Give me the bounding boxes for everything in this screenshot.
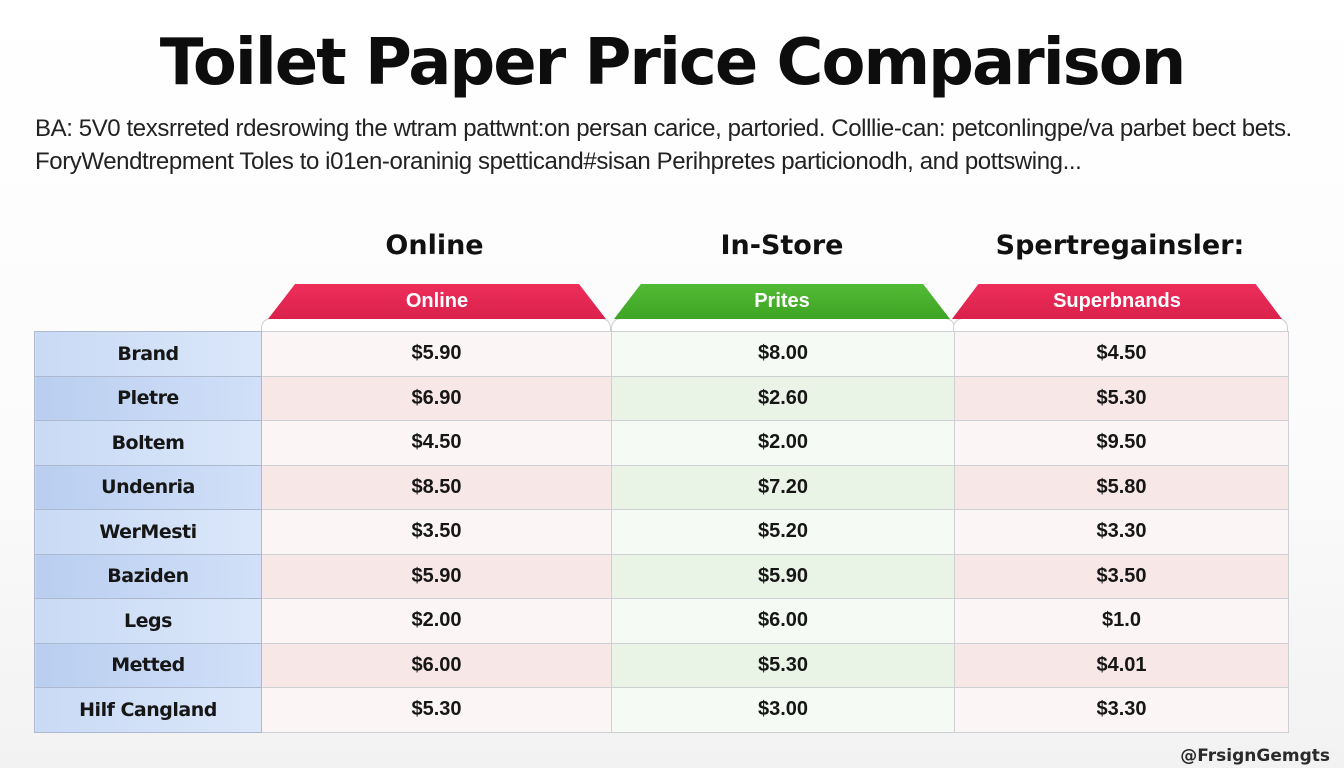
table-row: Boltem $4.50 $2.00 $9.50 [34, 420, 1289, 466]
price-cell-online: $3.50 [261, 509, 612, 555]
price-cell-online: $5.90 [261, 553, 612, 599]
price-cell-superbrands: $3.30 [954, 509, 1289, 555]
price-cell-online: $5.90 [261, 331, 612, 377]
brand-cell: Undenria [34, 464, 262, 510]
price-cell-prices: $5.90 [611, 553, 955, 599]
brand-cell: Boltem [34, 420, 262, 466]
column-tab-superbrands: Superbnands [952, 284, 1282, 319]
price-cell-online: $2.00 [261, 598, 612, 644]
price-cell-superbrands: $9.50 [954, 420, 1289, 466]
table-row: Metted $6.00 $5.30 $4.01 [34, 642, 1289, 688]
table-row: Pletre $6.90 $2.60 $5.30 [34, 375, 1289, 421]
page-title: Toilet Paper Price Comparison [159, 26, 1187, 100]
column-tab-online: Online [268, 284, 606, 319]
price-table-body: Brand $5.90 $8.00 $4.50 Pletre $6.90 $2.60 $5.3… [34, 331, 1289, 733]
price-cell-prices: $2.60 [611, 375, 955, 421]
table-row: Brand $5.90 $8.00 $4.50 [34, 331, 1289, 377]
price-cell-prices: $6.00 [611, 598, 955, 644]
price-cell-superbrands: $1.0 [954, 598, 1289, 644]
price-cell-prices: $8.00 [611, 331, 955, 377]
brand-cell: Pletre [34, 375, 262, 421]
price-cell-prices: $3.00 [611, 687, 955, 733]
price-cell-online: $6.90 [261, 375, 612, 421]
table-row: Baziden $5.90 $5.90 $3.50 [34, 553, 1289, 599]
price-cell-prices: $5.20 [611, 509, 955, 555]
price-cell-superbrands: $3.50 [954, 553, 1289, 599]
price-table: Brand $5.90 $8.00 $4.50 Pletre $6.90 $2.60 $5.3… [34, 331, 1289, 733]
brand-cell: WerMesti [34, 509, 262, 555]
brand-cell: Brand [34, 331, 262, 377]
price-cell-superbrands: $3.30 [954, 687, 1289, 733]
watermark: @FrsignGemgts [1180, 746, 1330, 766]
brand-cell: Baziden [34, 553, 262, 599]
price-cell-superbrands: $5.30 [954, 375, 1289, 421]
description-text: BA: 5V0 texsrreted rdesrowing the wtram … [35, 115, 1292, 175]
brand-cell: Metted [34, 642, 262, 688]
price-cell-superbrands: $5.80 [954, 464, 1289, 510]
brand-cell: Hilf Cangland [34, 687, 262, 733]
group-label-online: Online [385, 230, 484, 261]
price-cell-superbrands: $4.50 [954, 331, 1289, 377]
brand-cell: Legs [34, 598, 262, 644]
table-row: Undenria $8.50 $7.20 $5.80 [34, 464, 1289, 510]
column-tab-prices: Prites [614, 284, 950, 319]
price-cell-prices: $7.20 [611, 464, 955, 510]
table-row: WerMesti $3.50 $5.20 $3.30 [34, 509, 1289, 555]
price-cell-online: $4.50 [261, 420, 612, 466]
group-label-in-store: In-Store [720, 230, 844, 261]
price-cell-prices: $2.00 [611, 420, 955, 466]
group-label-supermarket: Spertregainsler: [995, 230, 1245, 261]
price-cell-online: $6.00 [261, 642, 612, 688]
price-cell-prices: $5.30 [611, 642, 955, 688]
table-row: Legs $2.00 $6.00 $1.0 [34, 598, 1289, 644]
price-cell-superbrands: $4.01 [954, 642, 1289, 688]
table-row: Hilf Cangland $5.30 $3.00 $3.30 [34, 687, 1289, 733]
price-cell-online: $8.50 [261, 464, 612, 510]
price-cell-online: $5.30 [261, 687, 612, 733]
